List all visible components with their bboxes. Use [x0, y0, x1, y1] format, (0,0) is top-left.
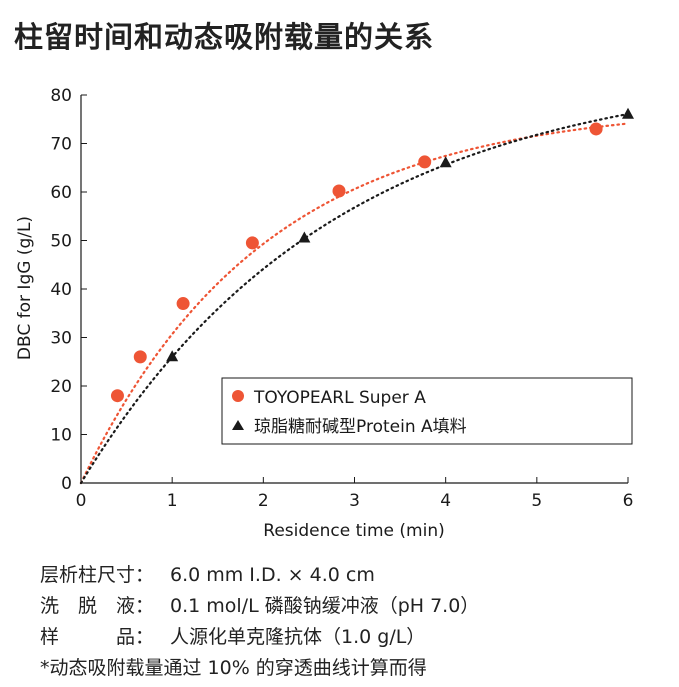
point-toyopearl — [110, 389, 124, 403]
y-tick-label: 30 — [50, 329, 72, 349]
dbc-chart: 0 10 20 30 40 50 60 70 80 0 1 2 3 4 5 6 TOYOPEARL Super… — [15, 86, 634, 541]
point-toyopearl — [245, 236, 259, 250]
x-tick-label: 0 — [76, 491, 87, 511]
x-tick-label: 3 — [349, 491, 360, 511]
y-tick-label: 70 — [50, 135, 72, 155]
note-dbc-method: *动态吸附载量通过 10% 的穿透曲线计算而得 — [40, 657, 427, 679]
chart-axes: 0 10 20 30 40 50 60 70 80 0 1 2 3 4 5 6 — [50, 86, 633, 511]
legend-label-protein-a: 琼脂糖耐碱型Protein A填料 — [254, 417, 467, 437]
y-tick-label: 0 — [61, 474, 72, 494]
x-tick-label: 4 — [440, 491, 451, 511]
footnotes: 层析柱尺寸： 6.0 mm I.D. × 4.0 cm 洗 脱 液： 0.1 mol… — [40, 560, 479, 684]
x-tick-label: 1 — [167, 491, 178, 511]
y-tick-label: 40 — [50, 280, 72, 300]
point-protein-a — [622, 107, 634, 119]
x-tick-label: 2 — [258, 491, 269, 511]
y-axis-label: DBC for IgG (g/L) — [15, 216, 35, 360]
x-tick-label: 5 — [531, 491, 542, 511]
legend-label-toyopearl: TOYOPEARL Super A — [253, 388, 426, 408]
note-column-size: 层析柱尺寸： 6.0 mm I.D. × 4.0 cm — [40, 564, 375, 586]
point-toyopearl — [133, 350, 147, 364]
y-tick-label: 10 — [50, 426, 72, 446]
y-tick-label: 20 — [50, 377, 72, 397]
note-sample: 样 品： 人源化单克隆抗体（1.0 g/L） — [40, 626, 426, 648]
point-protein-a — [166, 350, 179, 362]
x-axis-label: Residence time (min) — [263, 521, 444, 541]
point-protein-a — [298, 231, 311, 243]
point-protein-a — [439, 156, 452, 168]
note-eluent: 洗 脱 液： 0.1 mol/L 磷酸钠缓冲液（pH 7.0） — [40, 595, 480, 617]
point-toyopearl — [418, 155, 432, 169]
chart-legend: TOYOPEARL Super A 琼脂糖耐碱型Protein A填料 — [221, 377, 633, 445]
legend-box — [221, 377, 633, 445]
y-tick-label: 80 — [50, 86, 72, 106]
x-tick-label: 6 — [623, 491, 634, 511]
y-tick-label: 60 — [50, 183, 72, 203]
page-title: 柱留时间和动态吸附载量的关系 — [14, 20, 435, 54]
point-toyopearl — [332, 184, 346, 198]
y-tick-label: 50 — [50, 232, 72, 252]
legend-marker-toyopearl — [232, 390, 244, 402]
data-points — [110, 107, 634, 403]
point-toyopearl — [589, 122, 603, 136]
legend-marker-protein-a — [232, 420, 244, 430]
point-toyopearl — [176, 297, 190, 311]
